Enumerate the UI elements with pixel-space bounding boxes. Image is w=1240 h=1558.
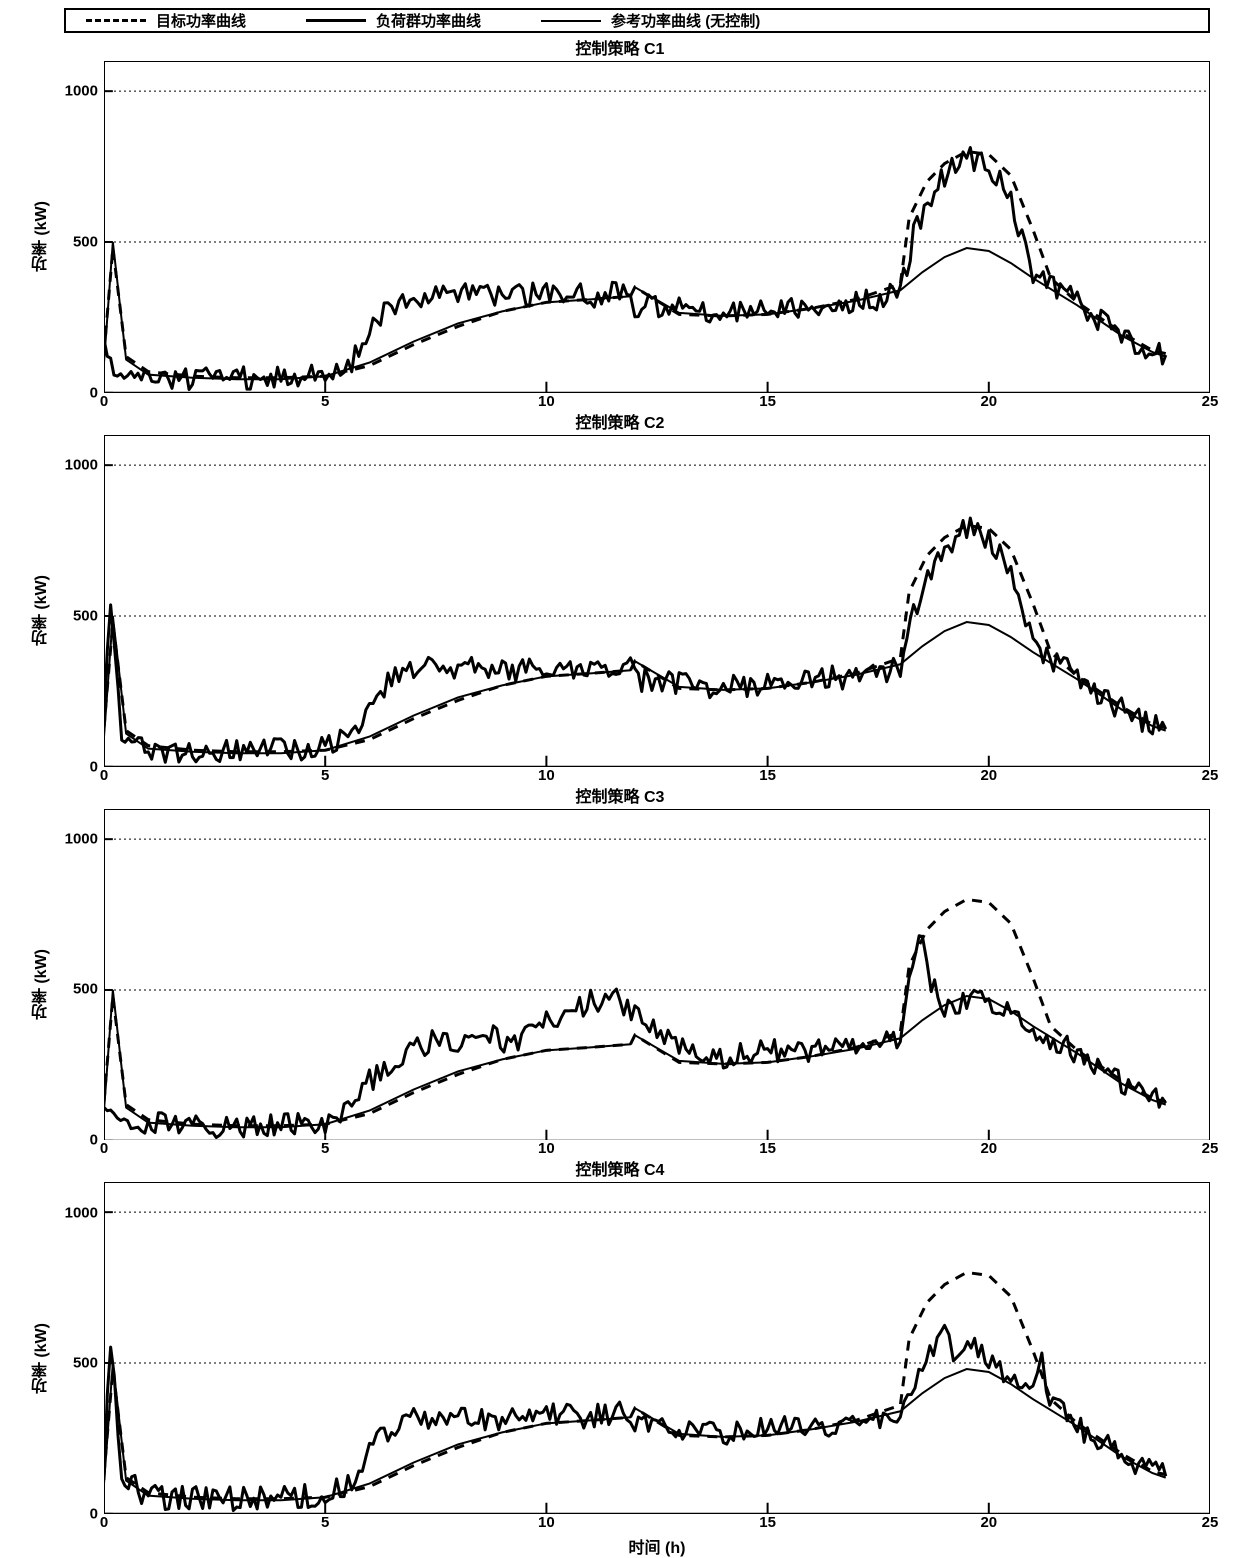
xtick-1-4: 20: [980, 767, 997, 784]
legend-swatch-2: [541, 20, 601, 22]
xtick-3-3: 15: [759, 1514, 776, 1531]
xtick-1-0: 0: [100, 767, 108, 784]
xtick-0-2: 10: [538, 393, 555, 410]
ytick-2-2: 1000: [65, 830, 98, 847]
ytick-2-0: 0: [90, 1132, 98, 1149]
ytick-1-1: 500: [73, 607, 98, 624]
plot-svg-0: [104, 61, 1210, 393]
series-target-2: [104, 899, 1166, 1125]
xtick-2-3: 15: [759, 1140, 776, 1157]
xtick-2-5: 25: [1202, 1140, 1219, 1157]
panels-container: 控制策略 C1功率 (kW)050010000510152025控制策略 C2功…: [30, 39, 1210, 1558]
xtick-1-1: 5: [321, 767, 329, 784]
series-target-0: [104, 151, 1166, 377]
ylabel-2: 功率 (kW): [30, 809, 54, 1161]
xtick-row-2: 0510152025: [104, 1140, 1210, 1160]
chart-row-2: 功率 (kW)050010000510152025: [30, 809, 1210, 1161]
xtick-0-4: 20: [980, 393, 997, 410]
xtick-0-1: 5: [321, 393, 329, 410]
panel-title-3: 控制策略 C4: [30, 1160, 1210, 1182]
xtick-1-5: 25: [1202, 767, 1219, 784]
chart-row-1: 功率 (kW)050010000510152025: [30, 435, 1210, 787]
xtick-2-4: 20: [980, 1140, 997, 1157]
xtick-1-3: 15: [759, 767, 776, 784]
plot-wrap-2: 0510152025: [104, 809, 1210, 1161]
ylabel-text-2: 功率 (kW): [30, 949, 54, 1020]
plot-svg-2: [104, 809, 1210, 1141]
xtick-row-1: 0510152025: [104, 767, 1210, 787]
series-target-1: [104, 525, 1166, 751]
ylabel-text-3: 功率 (kW): [30, 1323, 54, 1394]
panel-1: 控制策略 C2功率 (kW)050010000510152025: [30, 413, 1210, 787]
legend-item-1: 负荷群功率曲线: [306, 10, 481, 31]
chart-row-3: 功率 (kW)050010000510152025: [30, 1182, 1210, 1534]
series-ref-1: [104, 616, 1166, 753]
ylabel-1: 功率 (kW): [30, 435, 54, 787]
ytick-3-0: 0: [90, 1506, 98, 1523]
series-load-1: [104, 518, 1166, 762]
plot-wrap-0: 0510152025: [104, 61, 1210, 413]
ytick-1-0: 0: [90, 758, 98, 775]
ylabel-text-1: 功率 (kW): [30, 575, 54, 646]
ytick-col-0: 0 500 1000: [54, 61, 104, 413]
ytick-col-2: 0 500 1000: [54, 809, 104, 1161]
xtick-1-2: 10: [538, 767, 555, 784]
panel-2: 控制策略 C3功率 (kW)050010000510152025: [30, 787, 1210, 1161]
ytick-col-3: 0 500 1000: [54, 1182, 104, 1534]
xtick-2-1: 5: [321, 1140, 329, 1157]
series-target-3: [104, 1273, 1166, 1499]
xtick-3-0: 0: [100, 1514, 108, 1531]
panel-3: 控制策略 C4功率 (kW)050010000510152025时间 (h): [30, 1160, 1210, 1558]
ytick-0-2: 1000: [65, 83, 98, 100]
xtick-0-3: 15: [759, 393, 776, 410]
xtick-3-1: 5: [321, 1514, 329, 1531]
xtick-row-0: 0510152025: [104, 393, 1210, 413]
xtick-2-0: 0: [100, 1140, 108, 1157]
xtick-0-0: 0: [100, 393, 108, 410]
legend-label-1: 负荷群功率曲线: [376, 10, 481, 31]
xtick-3-5: 25: [1202, 1514, 1219, 1531]
legend-label-0: 目标功率曲线: [156, 10, 246, 31]
ytick-col-1: 0 500 1000: [54, 435, 104, 787]
legend-item-0: 目标功率曲线: [86, 10, 246, 31]
plot-svg-1: [104, 435, 1210, 767]
xtick-0-5: 25: [1202, 393, 1219, 410]
legend: 目标功率曲线 负荷群功率曲线 参考功率曲线 (无控制): [64, 8, 1210, 33]
series-load-3: [104, 1326, 1166, 1511]
ytick-2-1: 500: [73, 981, 98, 998]
legend-swatch-1: [306, 19, 366, 22]
series-load-0: [104, 147, 1166, 389]
xtick-3-4: 20: [980, 1514, 997, 1531]
figure-root: 目标功率曲线 负荷群功率曲线 参考功率曲线 (无控制) 控制策略 C1 功率 (kW)…: [0, 0, 1240, 832]
legend-label-2: 参考功率曲线 (无控制): [611, 10, 760, 31]
ytick-3-1: 500: [73, 1355, 98, 1372]
plot-svg-3: [104, 1182, 1210, 1514]
panel-title-1: 控制策略 C2: [30, 413, 1210, 435]
ylabel-3: 功率 (kW): [30, 1182, 54, 1534]
ytick-0-0: 0: [90, 384, 98, 401]
plot-wrap-3: 0510152025: [104, 1182, 1210, 1534]
plot-wrap-1: 0510152025: [104, 435, 1210, 787]
panel-title-0: 控制策略 C1: [30, 39, 1210, 61]
ytick-1-2: 1000: [65, 457, 98, 474]
xtick-row-3: 0510152025: [104, 1514, 1210, 1534]
legend-swatch-0: [86, 19, 146, 22]
panel-title-2: 控制策略 C3: [30, 787, 1210, 809]
xtick-2-2: 10: [538, 1140, 555, 1157]
xlabel: 时间 (h): [30, 1534, 1210, 1558]
ytick-3-2: 1000: [65, 1204, 98, 1221]
panel-0: 控制策略 C1功率 (kW)050010000510152025: [30, 39, 1210, 413]
ylabel-0: 功率 (kW): [30, 61, 54, 413]
xtick-3-2: 10: [538, 1514, 555, 1531]
legend-item-2: 参考功率曲线 (无控制): [541, 10, 760, 31]
ytick-0-1: 500: [73, 233, 98, 250]
ylabel-text-0: 功率 (kW): [30, 201, 54, 272]
chart-row-0: 功率 (kW)050010000510152025: [30, 61, 1210, 413]
